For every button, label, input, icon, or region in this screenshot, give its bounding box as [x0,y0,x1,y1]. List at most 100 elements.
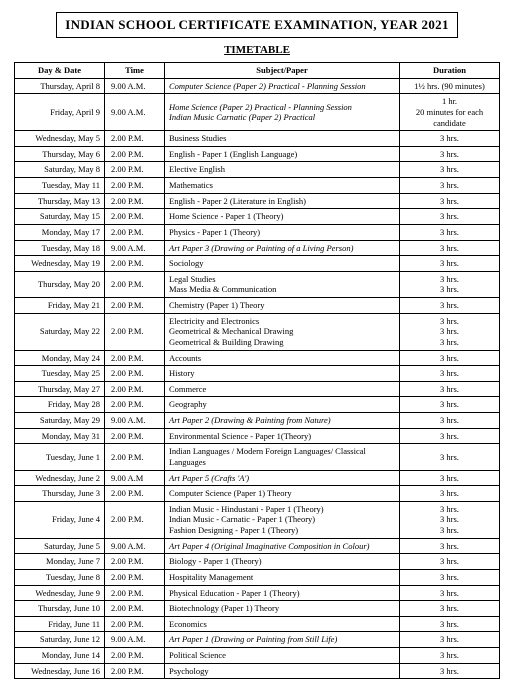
cell-duration: 3 hrs. [400,648,500,664]
table-row: Saturday, May 299.00 A.M.Art Paper 2 (Dr… [15,413,500,429]
cell-duration: 3 hrs. [400,428,500,444]
col-day: Day & Date [15,63,105,79]
cell-subject: Art Paper 3 (Drawing or Painting of a Li… [165,240,400,256]
cell-duration: 3 hrs. [400,381,500,397]
cell-day: Thursday, May 6 [15,146,105,162]
cell-day: Thursday, June 3 [15,486,105,502]
cell-day: Friday, April 9 [15,94,105,131]
cell-subject: Mathematics [165,178,400,194]
cell-day: Saturday, May 8 [15,162,105,178]
cell-time: 2.00 P.M. [105,209,165,225]
table-row: Saturday, May 152.00 P.M.Home Science - … [15,209,500,225]
cell-duration: 3 hrs. [400,298,500,314]
cell-duration: 3 hrs. [400,178,500,194]
cell-duration: 1 hr. 20 minutes for each candidate [400,94,500,131]
cell-duration: 3 hrs. [400,366,500,382]
cell-day: Friday, May 28 [15,397,105,413]
cell-day: Monday, June 14 [15,648,105,664]
cell-time: 2.00 P.M. [105,616,165,632]
cell-day: Friday, June 4 [15,501,105,538]
cell-duration: 3 hrs. [400,470,500,486]
cell-time: 2.00 P.M. [105,178,165,194]
cell-subject: Computer Science (Paper 2) Practical - P… [165,78,400,94]
cell-duration: 3 hrs. [400,632,500,648]
cell-time: 9.00 A.M. [105,413,165,429]
cell-subject: Hospitality Management [165,569,400,585]
table-row: Friday, May 212.00 P.M.Chemistry (Paper … [15,298,500,314]
cell-day: Wednesday, June 9 [15,585,105,601]
cell-day: Monday, May 24 [15,350,105,366]
cell-duration: 3 hrs. [400,538,500,554]
cell-subject: Art Paper 2 (Drawing & Painting from Nat… [165,413,400,429]
cell-duration: 3 hrs. [400,413,500,429]
table-row: Thursday, May 132.00 P.M.English - Paper… [15,193,500,209]
cell-time: 2.00 P.M. [105,350,165,366]
cell-day: Saturday, May 22 [15,313,105,350]
cell-subject: Art Paper 5 (Crafts 'A') [165,470,400,486]
cell-duration: 3 hrs. [400,146,500,162]
cell-duration: 3 hrs. [400,224,500,240]
table-row: Thursday, May 202.00 P.M.Legal Studies M… [15,271,500,297]
cell-time: 2.00 P.M. [105,256,165,272]
table-row: Wednesday, June 92.00 P.M.Physical Educa… [15,585,500,601]
cell-subject: Elective English [165,162,400,178]
cell-duration: 3 hrs. [400,486,500,502]
cell-duration: 3 hrs. [400,162,500,178]
cell-duration: 3 hrs. [400,131,500,147]
cell-time: 2.00 P.M. [105,146,165,162]
cell-time: 2.00 P.M. [105,131,165,147]
cell-time: 9.00 A.M. [105,94,165,131]
table-row: Saturday, June 129.00 A.M.Art Paper 1 (D… [15,632,500,648]
cell-time: 2.00 P.M. [105,162,165,178]
cell-time: 2.00 P.M. [105,313,165,350]
cell-subject: Geography [165,397,400,413]
table-row: Monday, June 72.00 P.M.Biology - Paper 1… [15,554,500,570]
cell-subject: Chemistry (Paper 1) Theory [165,298,400,314]
cell-time: 2.00 P.M. [105,428,165,444]
cell-subject: Indian Languages / Modern Foreign Langua… [165,444,400,470]
table-row: Saturday, May 82.00 P.M.Elective English… [15,162,500,178]
cell-duration: 3 hrs. [400,663,500,679]
cell-day: Friday, June 11 [15,616,105,632]
cell-subject: Biology - Paper 1 (Theory) [165,554,400,570]
cell-subject: Accounts [165,350,400,366]
cell-day: Monday, May 17 [15,224,105,240]
cell-time: 9.00 A.M [105,470,165,486]
page-title: INDIAN SCHOOL CERTIFICATE EXAMINATION, Y… [65,17,449,33]
timetable: Day & Date Time Subject/Paper Duration T… [14,62,500,679]
cell-subject: Biotechnology (Paper 1) Theory [165,601,400,617]
cell-time: 2.00 P.M. [105,486,165,502]
cell-time: 2.00 P.M. [105,397,165,413]
cell-time: 9.00 A.M. [105,632,165,648]
table-row: Tuesday, May 252.00 P.M.History3 hrs. [15,366,500,382]
cell-duration: 3 hrs. [400,240,500,256]
cell-subject: Economics [165,616,400,632]
cell-subject: Computer Science (Paper 1) Theory [165,486,400,502]
cell-day: Wednesday, May 19 [15,256,105,272]
table-row: Thursday, May 272.00 P.M.Commerce3 hrs. [15,381,500,397]
table-row: Friday, April 99.00 A.M.Home Science (Pa… [15,94,500,131]
cell-day: Monday, May 31 [15,428,105,444]
title-box: INDIAN SCHOOL CERTIFICATE EXAMINATION, Y… [56,12,458,38]
cell-subject: Physics - Paper 1 (Theory) [165,224,400,240]
cell-time: 2.00 P.M. [105,381,165,397]
cell-day: Tuesday, May 25 [15,366,105,382]
table-row: Friday, June 42.00 P.M.Indian Music - Hi… [15,501,500,538]
cell-time: 2.00 P.M. [105,648,165,664]
col-duration: Duration [400,63,500,79]
cell-subject: Home Science (Paper 2) Practical - Plann… [165,94,400,131]
table-row: Monday, May 242.00 P.M.Accounts3 hrs. [15,350,500,366]
cell-duration: 3 hrs. [400,601,500,617]
cell-duration: 3 hrs. 3 hrs. 3 hrs. [400,313,500,350]
cell-day: Friday, May 21 [15,298,105,314]
cell-duration: 3 hrs. [400,350,500,366]
cell-time: 9.00 A.M. [105,78,165,94]
cell-duration: 3 hrs. [400,397,500,413]
cell-duration: 3 hrs. 3 hrs. 3 hrs. [400,501,500,538]
table-row: Tuesday, June 82.00 P.M.Hospitality Mana… [15,569,500,585]
table-row: Wednesday, June 29.00 A.MArt Paper 5 (Cr… [15,470,500,486]
table-row: Thursday, June 102.00 P.M.Biotechnology … [15,601,500,617]
cell-duration: 3 hrs. [400,209,500,225]
table-row: Tuesday, June 12.00 P.M.Indian Languages… [15,444,500,470]
cell-day: Wednesday, June 2 [15,470,105,486]
